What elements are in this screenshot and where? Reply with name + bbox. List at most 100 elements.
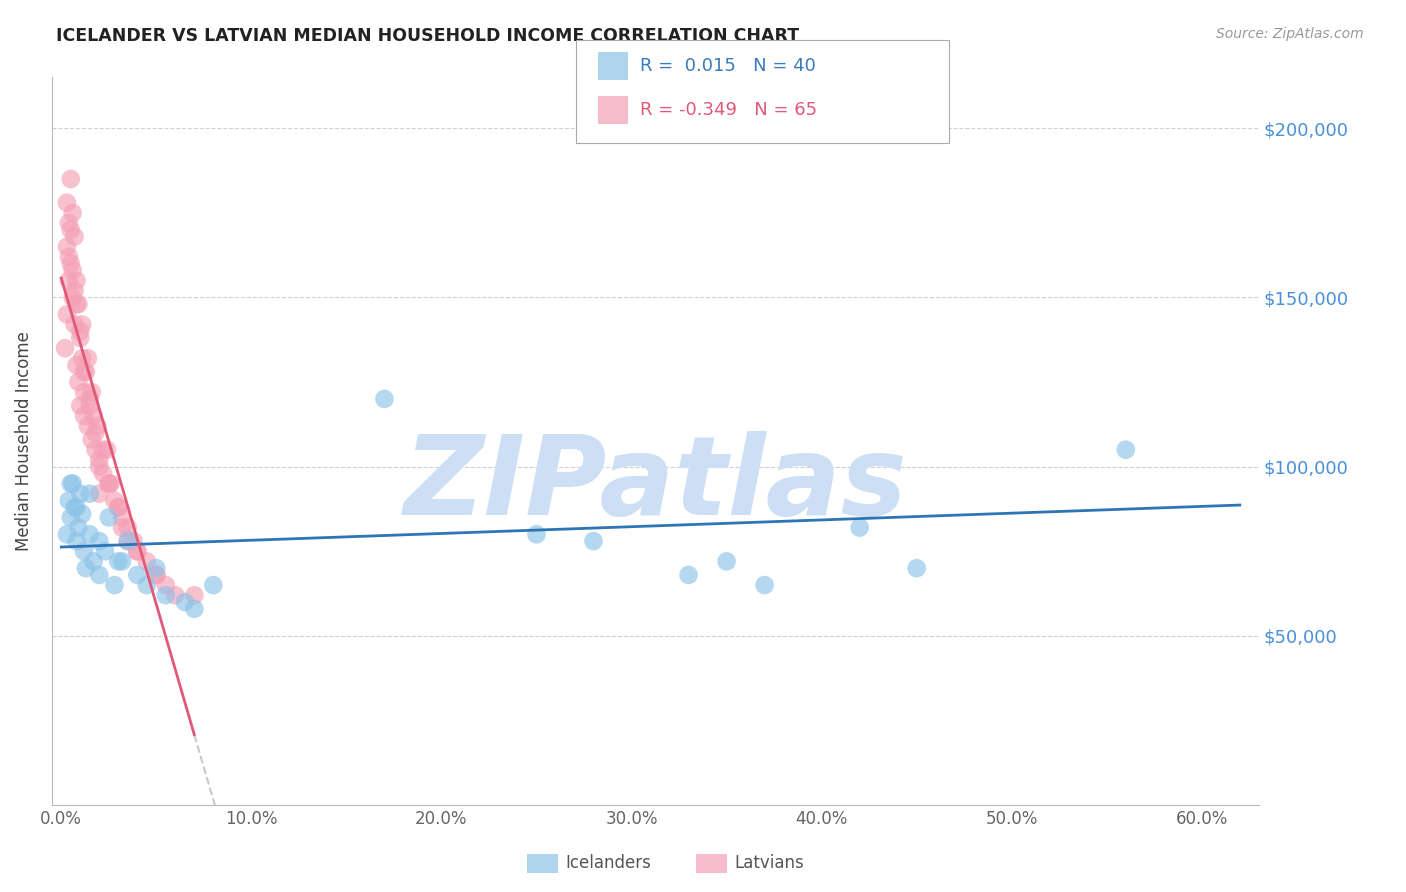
Point: [80, 385, 103, 400]
Point: [678, 568, 700, 582]
Text: ZIPatlas: ZIPatlas: [404, 432, 907, 539]
Point: [373, 392, 395, 406]
Point: [69, 331, 91, 345]
Text: Latvians: Latvians: [734, 855, 804, 872]
Point: [97, 476, 120, 491]
Point: [70, 351, 93, 366]
Point: [67, 297, 90, 311]
Text: Source: ZipAtlas.com: Source: ZipAtlas.com: [1216, 27, 1364, 41]
Point: [905, 561, 928, 575]
Point: [69, 324, 91, 338]
Point: [1115, 442, 1137, 457]
Point: [53, 341, 76, 355]
Point: [183, 588, 205, 602]
Point: [63, 500, 86, 515]
Point: [97, 510, 120, 524]
Point: [65, 534, 87, 549]
Point: [145, 561, 167, 575]
Point: [716, 554, 738, 568]
Point: [183, 601, 205, 615]
Point: [86, 419, 108, 434]
Point: [89, 568, 111, 582]
Point: [96, 442, 118, 457]
Point: [73, 544, 96, 558]
Point: [80, 433, 103, 447]
Point: [111, 510, 134, 524]
Point: [58, 273, 80, 287]
Point: [65, 297, 87, 311]
Point: [65, 500, 87, 515]
Point: [155, 588, 177, 602]
Point: [111, 554, 134, 568]
Point: [89, 459, 111, 474]
Point: [59, 223, 82, 237]
Point: [65, 358, 87, 372]
Point: [173, 595, 195, 609]
Point: [63, 318, 86, 332]
Point: [91, 442, 114, 457]
Point: [107, 500, 129, 515]
Point: [58, 493, 80, 508]
Point: [89, 486, 111, 500]
Point: [100, 476, 122, 491]
Y-axis label: Median Household Income: Median Household Income: [15, 331, 32, 551]
Point: [75, 365, 97, 379]
Point: [65, 273, 87, 287]
Point: [89, 534, 111, 549]
Point: [127, 544, 149, 558]
Point: [91, 467, 114, 481]
Point: [97, 476, 120, 491]
Point: [117, 534, 139, 549]
Point: [135, 554, 157, 568]
Point: [754, 578, 776, 592]
Point: [62, 476, 84, 491]
Point: [84, 425, 107, 440]
Point: [117, 520, 139, 534]
Point: [848, 520, 870, 534]
Point: [79, 486, 101, 500]
Point: [79, 527, 101, 541]
Point: [56, 240, 79, 254]
Point: [75, 561, 97, 575]
Point: [70, 318, 93, 332]
Point: [582, 534, 605, 549]
Point: [73, 385, 96, 400]
Point: [67, 520, 90, 534]
Point: [76, 351, 98, 366]
Point: [103, 578, 125, 592]
Point: [56, 195, 79, 210]
Point: [84, 442, 107, 457]
Point: [56, 527, 79, 541]
Point: [67, 375, 90, 389]
Point: [103, 493, 125, 508]
Point: [165, 588, 187, 602]
Point: [59, 172, 82, 186]
Point: [83, 409, 105, 423]
Point: [62, 206, 84, 220]
Point: [83, 554, 105, 568]
Point: [59, 256, 82, 270]
Text: Icelanders: Icelanders: [565, 855, 651, 872]
Point: [73, 365, 96, 379]
Point: [63, 229, 86, 244]
Text: R = -0.349   N = 65: R = -0.349 N = 65: [640, 101, 817, 119]
Point: [58, 250, 80, 264]
Point: [63, 284, 86, 298]
Point: [107, 554, 129, 568]
Point: [89, 453, 111, 467]
Point: [127, 544, 149, 558]
Point: [58, 216, 80, 230]
Point: [155, 578, 177, 592]
Point: [117, 534, 139, 549]
Point: [145, 568, 167, 582]
Point: [94, 544, 117, 558]
Point: [62, 263, 84, 277]
Point: [69, 399, 91, 413]
Point: [122, 534, 145, 549]
Point: [111, 520, 134, 534]
Point: [59, 476, 82, 491]
Point: [59, 510, 82, 524]
Point: [62, 290, 84, 304]
Point: [526, 527, 548, 541]
Point: [73, 409, 96, 423]
